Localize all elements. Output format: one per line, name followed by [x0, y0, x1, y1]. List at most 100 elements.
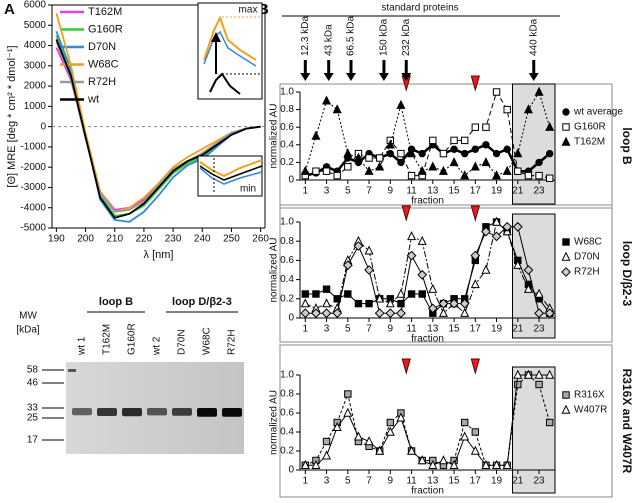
point [396, 99, 406, 109]
x-tick-label: 21 [512, 476, 524, 487]
point [502, 221, 513, 232]
point [312, 167, 320, 175]
point [322, 437, 331, 446]
standard-arrowhead [323, 73, 334, 81]
mw-marker: 17 [27, 435, 39, 446]
mw-label: MW [19, 311, 37, 322]
point [407, 445, 417, 455]
point [353, 241, 364, 251]
legend-label: T162M [574, 137, 605, 148]
point [385, 298, 395, 308]
point [523, 283, 533, 293]
legend-marker [561, 251, 571, 261]
y-tick-label: -3000 [20, 182, 46, 193]
fraction-marker [401, 205, 411, 222]
side-label: loop B [620, 127, 634, 165]
point [481, 459, 491, 469]
point [322, 450, 332, 460]
x-tick-label: 11 [406, 476, 417, 487]
mw-marker: 33 [27, 403, 39, 414]
shaded-region [512, 366, 556, 494]
x-tick-label: 19 [491, 476, 503, 487]
point [365, 299, 373, 308]
point [343, 148, 353, 158]
shaded-region [512, 83, 556, 205]
standard-arrowhead [378, 73, 389, 81]
point [396, 308, 406, 319]
inset-trace [199, 159, 263, 178]
x-tick-label: 9 [388, 186, 394, 197]
y-axis-label: normalized AU [269, 390, 280, 455]
point [406, 250, 417, 261]
inset-label: max [239, 5, 258, 16]
standard-arrowhead [346, 73, 356, 81]
side-label: loop D/β2-3 [620, 241, 634, 307]
point [523, 265, 534, 275]
y-tick-label: 0.8 [280, 389, 294, 400]
point [492, 149, 501, 158]
point [460, 418, 469, 427]
x-tick-label: 15 [449, 476, 461, 487]
inset-trace [199, 167, 263, 185]
standard-label: 440 kDa [528, 18, 539, 56]
panel-letter: B [258, 1, 269, 18]
y-tick-label: -5000 [20, 223, 46, 234]
point [492, 88, 501, 96]
panel-box [279, 83, 613, 209]
point [512, 221, 523, 232]
point [470, 445, 480, 455]
x-tick-label: 230 [165, 234, 182, 245]
point [544, 308, 555, 319]
x-axis-label: fraction [411, 334, 444, 345]
lane-label: G160R [127, 323, 138, 355]
point [397, 149, 405, 158]
point [427, 303, 438, 314]
point [524, 171, 533, 180]
header: standard proteins [381, 3, 458, 14]
point [417, 269, 428, 280]
point [428, 459, 438, 469]
point [449, 459, 459, 469]
x-tick-label: 23 [534, 186, 546, 197]
legend-marker [561, 267, 571, 277]
point [344, 390, 352, 398]
point [407, 148, 417, 158]
lane-label: wt 1 [77, 336, 88, 356]
point [460, 431, 470, 441]
point [450, 145, 458, 153]
standard-label: 43 kDa [323, 24, 334, 56]
point [311, 308, 321, 319]
point [311, 459, 321, 469]
y-tick-label: 1.0 [280, 370, 294, 381]
point [396, 288, 406, 298]
y-tick-label: 0.2 [280, 293, 294, 304]
point [513, 369, 523, 379]
x-tick-label: 1 [303, 186, 309, 197]
x-tick-label: 7 [366, 476, 372, 487]
point [470, 161, 480, 171]
point [417, 455, 427, 465]
legend-label: R72H [574, 267, 600, 278]
x-tick-label: 13 [427, 476, 439, 487]
standard-label: 232 kDa [401, 18, 412, 56]
x-tick-label: 15 [449, 186, 461, 197]
point [503, 105, 511, 114]
x-tick-label: 23 [534, 324, 546, 335]
point [332, 308, 343, 319]
x-tick-label: 19 [491, 324, 503, 335]
x-tick-label: 3 [324, 186, 330, 197]
x-tick-label: 7 [366, 324, 372, 335]
point [535, 171, 543, 180]
point [312, 290, 320, 298]
point [545, 418, 554, 427]
legend-label: T162M [88, 6, 122, 18]
mw-marker: 46 [27, 378, 39, 389]
x-tick-label: 13 [427, 324, 439, 335]
y-tick-label: -1000 [20, 142, 46, 153]
point [534, 288, 544, 298]
point [407, 171, 416, 180]
y-tick-label: 0 [288, 313, 294, 324]
point [321, 308, 332, 319]
point [300, 298, 310, 308]
inset-trace [209, 72, 241, 95]
